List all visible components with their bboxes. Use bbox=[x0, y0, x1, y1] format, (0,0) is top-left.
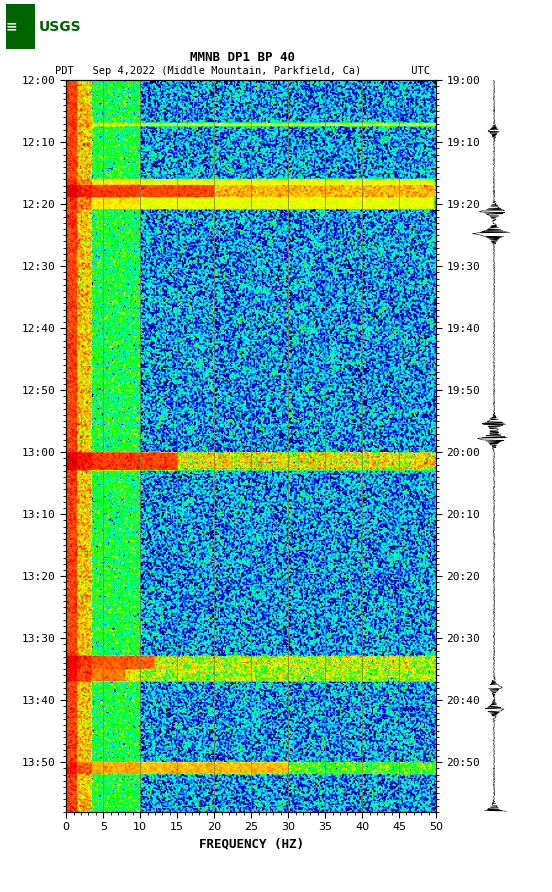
Text: PDT   Sep 4,2022 (Middle Mountain, Parkfield, Ca)        UTC: PDT Sep 4,2022 (Middle Mountain, Parkfie… bbox=[55, 66, 431, 77]
Bar bbox=[6, 4, 35, 49]
Text: USGS: USGS bbox=[39, 20, 81, 34]
Text: ≡: ≡ bbox=[6, 20, 17, 34]
X-axis label: FREQUENCY (HZ): FREQUENCY (HZ) bbox=[199, 838, 304, 851]
Text: MMNB DP1 BP 40: MMNB DP1 BP 40 bbox=[190, 52, 295, 64]
